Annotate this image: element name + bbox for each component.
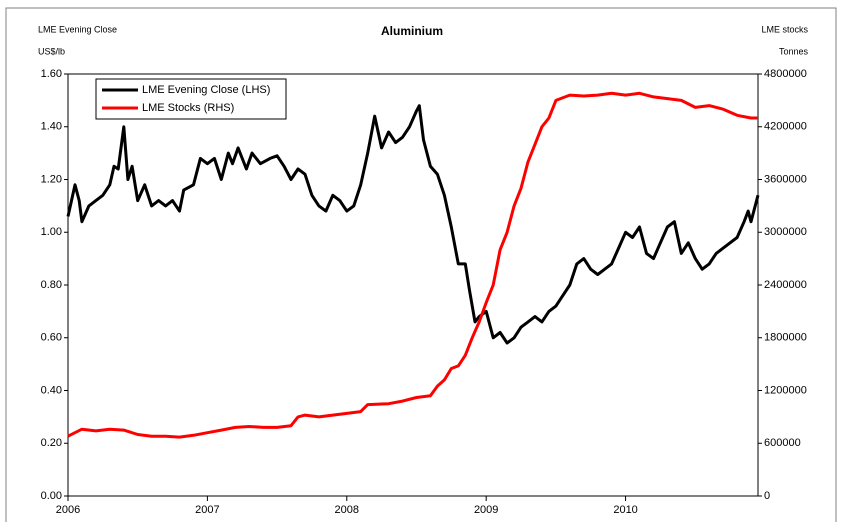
legend-label: LME Evening Close (LHS) (142, 84, 270, 96)
x-tick-label: 2006 (56, 504, 80, 516)
y2-tick-label: 1200000 (764, 384, 807, 396)
legend-box (95, 78, 287, 120)
y2-tick-label: 2400000 (764, 279, 807, 291)
y-tick-label: 1.00 (41, 226, 62, 238)
y-tick-label: 1.40 (41, 121, 62, 133)
y-tick-label: 0.80 (41, 279, 62, 291)
plot-area (67, 73, 759, 497)
x-tick-label: 2008 (335, 504, 359, 516)
y-tick-label: 0.40 (41, 384, 62, 396)
y2-tick-label: 3600000 (764, 173, 807, 185)
x-tick-label: 2009 (474, 504, 498, 516)
y-tick-label: 0.00 (41, 490, 62, 502)
y2-tick-label: 600000 (764, 437, 801, 449)
y-tick-label: 0.60 (41, 332, 62, 344)
y-axis-title: LME Evening Close (38, 24, 117, 34)
legend-label: LME Stocks (RHS) (142, 102, 234, 114)
chart-title: Aluminium (381, 24, 443, 38)
y2-tick-label: 4200000 (764, 121, 807, 133)
y-tick-label: 1.60 (41, 68, 62, 80)
series-line (66, 104, 760, 345)
y2-axis-unit: Tonnes (779, 46, 809, 56)
y2-tick-label: 3000000 (764, 226, 807, 238)
x-tick-label: 2010 (613, 504, 637, 516)
y2-axis-title: LME stocks (761, 24, 808, 34)
y2-tick-label: 1800000 (764, 332, 807, 344)
series-line (67, 91, 758, 439)
y2-tick-label: 4800000 (764, 68, 807, 80)
y2-tick-label: 0 (764, 490, 770, 502)
y-axis-unit: US$/lb (38, 46, 65, 56)
y-tick-label: 1.20 (41, 173, 62, 185)
x-tick-label: 2007 (195, 504, 219, 516)
y-tick-label: 0.20 (41, 437, 62, 449)
chart-frame (5, 7, 837, 522)
